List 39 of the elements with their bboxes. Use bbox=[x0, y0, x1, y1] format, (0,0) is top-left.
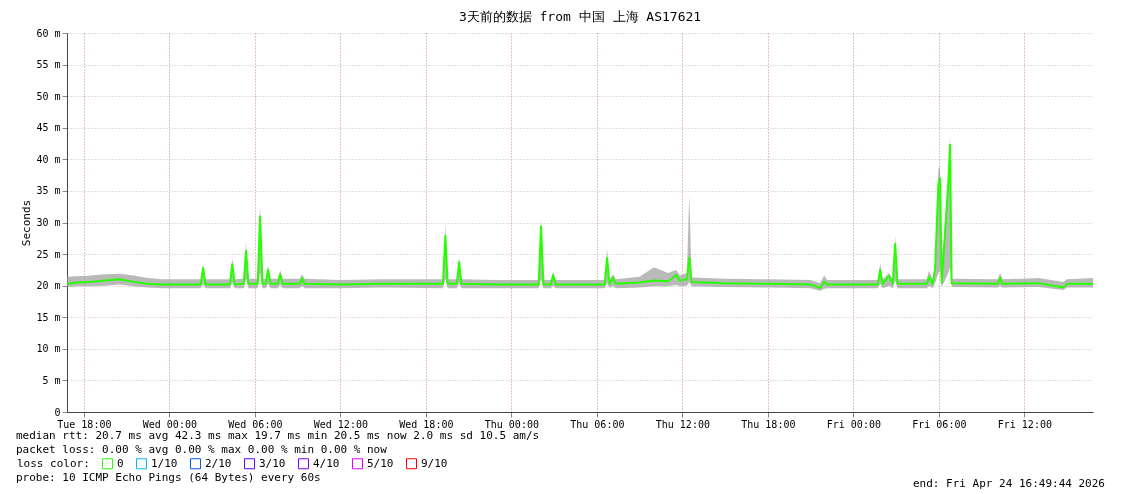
y-tick-label: 0 bbox=[54, 406, 61, 418]
y-tick-label: 55 m bbox=[36, 59, 61, 71]
x-tick-label: Thu 18:00 bbox=[741, 418, 796, 430]
legend-label: 4/10 bbox=[313, 456, 340, 470]
x-tick-label: Thu 12:00 bbox=[655, 418, 710, 430]
x-tick-label: Wed 00:00 bbox=[142, 418, 197, 430]
legend-label: 9/10 bbox=[421, 456, 448, 470]
legend-label: 1/10 bbox=[151, 456, 178, 470]
text: median rtt: 20.7 ms avg 42.3 ms max 19.7 ms min 20.5 ms now 2.0 ms sd 10.5 am/s bbox=[16, 429, 540, 442]
x-tick-label: Fri 00:00 bbox=[826, 418, 881, 430]
x-tick-label: Fri 06:00 bbox=[912, 418, 967, 430]
x-tick-label: Tue 18:00 bbox=[57, 418, 112, 430]
text: packet loss: 0.00 % avg 0.00 % max 0.00 % min 0.00 % now bbox=[16, 443, 388, 456]
y-tick-label: 15 m bbox=[36, 311, 61, 323]
x-tick-label: Wed 18:00 bbox=[399, 418, 454, 430]
x-tick-label: Wed 06:00 bbox=[228, 418, 283, 430]
y-tick-label: 5 m bbox=[42, 374, 61, 386]
legend-title: loss color: bbox=[17, 457, 90, 470]
y-tick-label: 35 m bbox=[36, 185, 61, 197]
y-tick-label: 30 m bbox=[36, 217, 61, 228]
y-axis-title: Seconds bbox=[20, 199, 34, 247]
legend-label: 0 bbox=[117, 456, 124, 470]
y-tick-label: 45 m bbox=[36, 122, 61, 134]
y-tick-label: 20 m bbox=[36, 280, 61, 292]
legend-label: 2/10 bbox=[205, 456, 232, 470]
text: end: Fri Apr 24 16:49:44 2026 bbox=[912, 477, 1105, 490]
legend-label: 3/10 bbox=[259, 456, 286, 470]
y-tick-label: 50 m bbox=[36, 90, 61, 102]
y-tick-label: 10 m bbox=[36, 343, 61, 355]
y-tick-label: 60 m bbox=[36, 27, 61, 39]
x-tick-label: Fri 12:00 bbox=[997, 418, 1052, 430]
x-tick-label: Wed 12:00 bbox=[313, 418, 368, 430]
y-tick-label: 25 m bbox=[36, 248, 61, 260]
y-tick-label: 40 m bbox=[36, 153, 61, 165]
x-tick-label: Thu 06:00 bbox=[570, 418, 625, 430]
legend-label: 5/10 bbox=[367, 456, 394, 470]
chart-title: 3天前的数据 from 中国 上海 AS17621 bbox=[458, 9, 702, 24]
x-tick-label: Thu 00:00 bbox=[484, 418, 539, 430]
text: probe: 10 ICMP Echo Pings (64 Bytes) every 60s bbox=[16, 471, 321, 484]
